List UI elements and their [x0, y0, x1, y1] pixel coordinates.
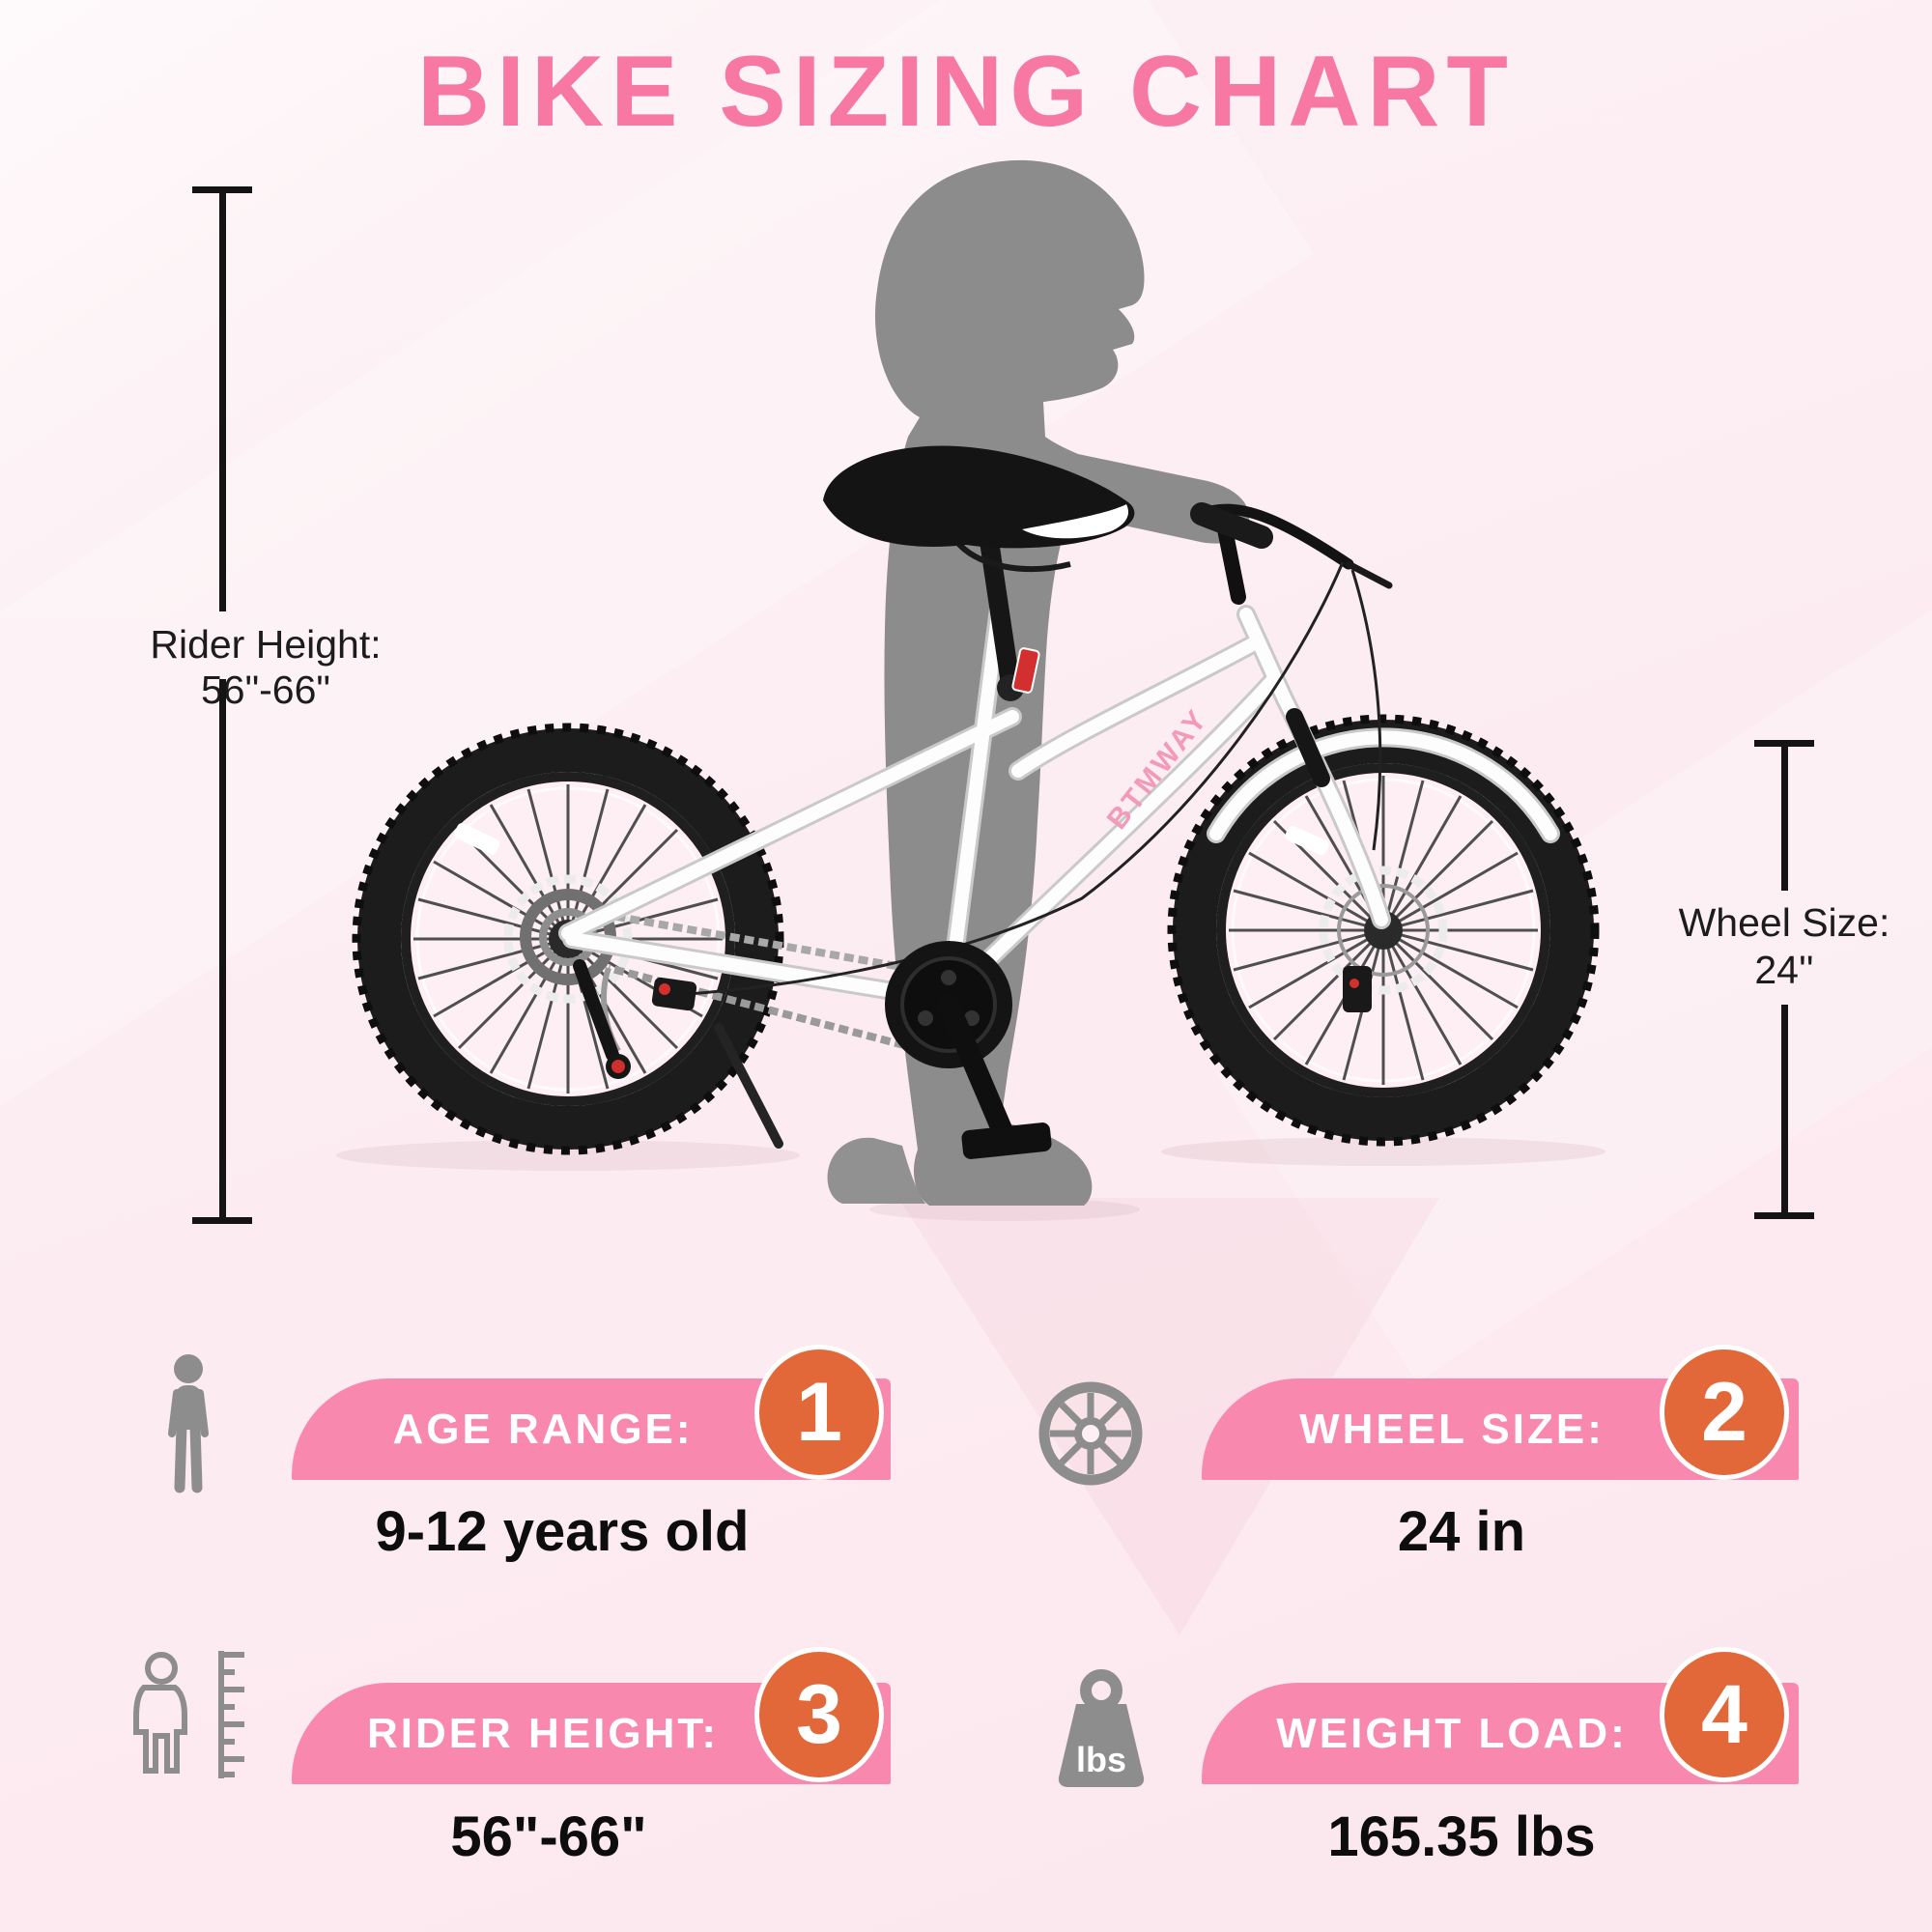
weight-load-banner-label: WEIGHT LOAD: — [1276, 1709, 1628, 1757]
measure-cap — [1754, 1212, 1814, 1219]
front-wheel-shadow — [1161, 1137, 1605, 1166]
height-ruler-icon — [121, 1642, 256, 1792]
crank-assembly — [885, 941, 1052, 1159]
measure-cap — [192, 1217, 252, 1224]
wheel-size-label: Wheel Size: 24'' — [1653, 899, 1916, 994]
badge-number: 3 — [796, 1667, 842, 1761]
badge-number: 4 — [1701, 1667, 1747, 1761]
badge-number: 2 — [1701, 1365, 1747, 1459]
page-title: BIKE SIZING CHART — [417, 36, 1515, 148]
rear-reflector — [1011, 647, 1040, 694]
front-spoke-reflector — [1285, 825, 1329, 856]
measure-line-segment — [1781, 1005, 1788, 1216]
number-badge-2: 2 — [1660, 1345, 1789, 1480]
background-sheen-top-left — [0, 0, 947, 618]
measure-line-segment — [219, 189, 226, 611]
wheel-icon — [1033, 1376, 1149, 1496]
measure-line-segment — [219, 679, 226, 1221]
rider-height-value: 56"-66" — [450, 1805, 647, 1868]
weight-icon: lbs — [1048, 1664, 1154, 1795]
saddle — [823, 445, 1135, 701]
wheel-size-label-value: 24'' — [1754, 948, 1814, 992]
bike-illustration: BTMWAY — [336, 159, 1605, 1221]
rear-wheel-shadow — [336, 1140, 800, 1171]
rear-spoke-reflector — [454, 822, 500, 855]
number-badge-4: 4 — [1660, 1647, 1789, 1782]
person-icon — [140, 1347, 237, 1506]
badge-number: 1 — [796, 1365, 842, 1459]
rider-height-banner-label: RIDER HEIGHT: — [366, 1709, 720, 1757]
front-wheel — [1172, 719, 1595, 1142]
weight-load-value: 165.35 lbs — [1327, 1805, 1596, 1868]
age-range-banner-label: AGE RANGE: — [392, 1405, 694, 1453]
wheel-size-label-text: Wheel Size: — [1678, 900, 1890, 945]
brake-calipers — [651, 966, 1372, 1149]
cockpit — [675, 502, 1393, 997]
wheel-size-value: 24 in — [1397, 1500, 1526, 1563]
age-range-value: 9-12 years old — [375, 1500, 750, 1563]
number-badge-3: 3 — [754, 1647, 884, 1782]
wheel-size-banner-label: WHEEL SIZE: — [1299, 1405, 1605, 1453]
measure-line-segment — [1781, 743, 1788, 891]
rider-height-label: Rider Height: 56"-66" — [150, 622, 382, 712]
weight-icon-unit: lbs — [1076, 1740, 1126, 1779]
number-badge-1: 1 — [754, 1345, 884, 1480]
kickstand — [714, 1023, 783, 1149]
